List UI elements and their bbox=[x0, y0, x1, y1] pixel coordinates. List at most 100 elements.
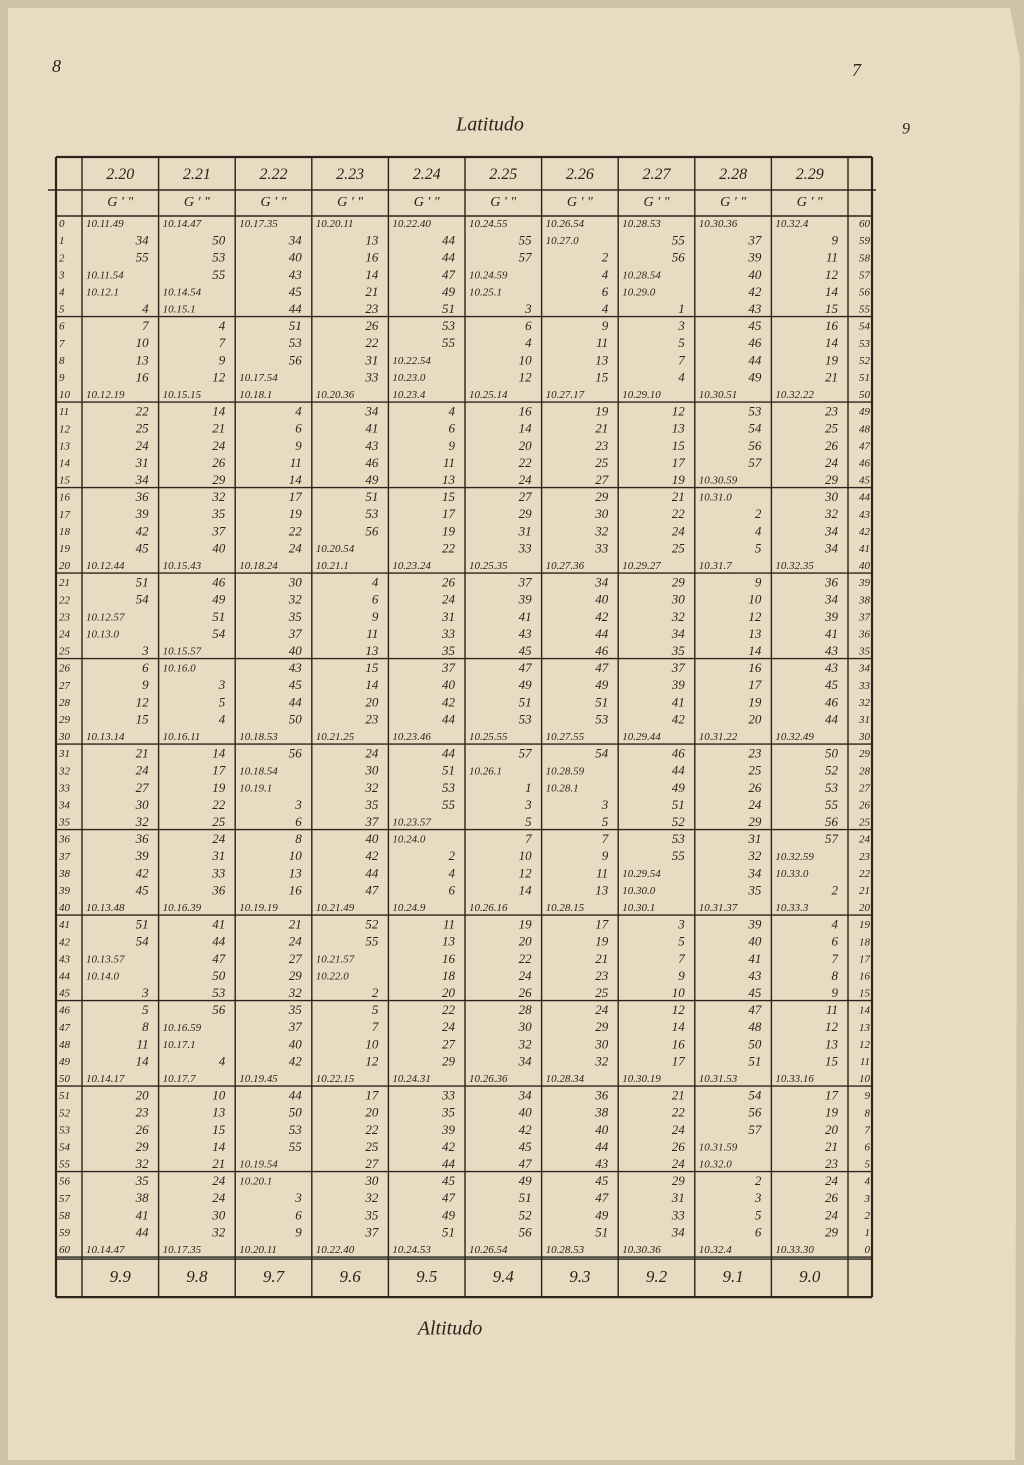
cell: 34 bbox=[824, 523, 839, 538]
cell: 8 bbox=[295, 831, 302, 846]
cell: 10.12.19 bbox=[86, 389, 125, 401]
cell: 17 bbox=[289, 489, 303, 504]
cell: 10.32.35 bbox=[775, 560, 814, 572]
cell: 10.28.59 bbox=[546, 765, 585, 777]
cell: 10.13.0 bbox=[86, 628, 120, 640]
cell: 10.20.54 bbox=[316, 543, 355, 555]
cell: 10.13.14 bbox=[86, 731, 125, 743]
cell: 42 bbox=[672, 711, 686, 726]
row-number: 38 bbox=[58, 868, 71, 880]
cell: 10.14.54 bbox=[163, 286, 202, 298]
cell: 47 bbox=[365, 882, 379, 897]
column-header: 2.21 bbox=[183, 166, 211, 183]
cell: 5 bbox=[755, 1207, 762, 1222]
cell: 32 bbox=[518, 1036, 533, 1051]
row-number: 12 bbox=[59, 423, 71, 435]
row-number: 59 bbox=[859, 235, 871, 247]
cell: 10.33.3 bbox=[775, 902, 809, 914]
cell: 36 bbox=[211, 882, 226, 897]
cell: 31 bbox=[518, 523, 532, 538]
cell: 34 bbox=[671, 626, 686, 641]
cell: 10.27.0 bbox=[546, 235, 580, 247]
row-number: 25 bbox=[59, 646, 71, 658]
cell: 4 bbox=[449, 865, 456, 880]
cell: 5 bbox=[525, 814, 532, 829]
row-number: 7 bbox=[59, 338, 65, 350]
row-number: 36 bbox=[58, 834, 71, 846]
cell: 19 bbox=[825, 1105, 839, 1120]
cell: 3 bbox=[141, 985, 149, 1000]
row-number: 26 bbox=[59, 663, 71, 675]
bottom-label: 9.3 bbox=[569, 1267, 590, 1286]
cell: 21 bbox=[595, 951, 608, 966]
cell: 30 bbox=[671, 592, 686, 607]
cell: 9 bbox=[678, 968, 685, 983]
cell: 50 bbox=[748, 1036, 762, 1051]
cell: 46 bbox=[748, 335, 762, 350]
cell: 29 bbox=[212, 472, 226, 487]
cell: 49 bbox=[442, 1207, 456, 1222]
cell: 10.30.36 bbox=[699, 218, 738, 230]
cell: 10.20.11 bbox=[239, 1244, 277, 1256]
cell: 2 bbox=[372, 985, 379, 1000]
bottom-label: 9.1 bbox=[722, 1267, 743, 1286]
cell: 24 bbox=[136, 438, 150, 453]
cell: 6 bbox=[602, 284, 609, 299]
row-number: 5 bbox=[59, 304, 65, 316]
cell: 10.22.0 bbox=[316, 970, 350, 982]
row-number: 32 bbox=[858, 697, 871, 709]
row-number: 43 bbox=[859, 509, 871, 521]
cell: 32 bbox=[288, 592, 303, 607]
cell: 20 bbox=[519, 438, 533, 453]
cell: 5 bbox=[142, 1002, 149, 1017]
cell: 11 bbox=[596, 865, 608, 880]
cell: 11 bbox=[137, 1036, 149, 1051]
cell: 11 bbox=[596, 335, 608, 350]
row-number: 59 bbox=[59, 1227, 71, 1239]
cell: 39 bbox=[135, 506, 150, 521]
cell: 10.15.1 bbox=[163, 304, 196, 316]
page-mark: 7 bbox=[852, 60, 862, 80]
cell: 14 bbox=[289, 472, 303, 487]
cell: 44 bbox=[825, 711, 839, 726]
cell: 42 bbox=[136, 865, 150, 880]
cell: 11 bbox=[290, 455, 302, 470]
row-number: 34 bbox=[858, 663, 871, 675]
cell: 51 bbox=[442, 763, 455, 778]
row-number: 28 bbox=[59, 697, 71, 709]
cell: 51 bbox=[365, 489, 378, 504]
row-number: 50 bbox=[59, 1073, 71, 1085]
cell: 12 bbox=[365, 1053, 379, 1068]
row-number: 27 bbox=[59, 680, 71, 692]
cell: 24 bbox=[825, 1173, 839, 1188]
column-subheader: G ' " bbox=[797, 195, 823, 210]
cell: 2 bbox=[832, 882, 839, 897]
cell: 10.12.1 bbox=[86, 286, 119, 298]
cell: 10.30.51 bbox=[699, 389, 738, 401]
row-number: 50 bbox=[859, 389, 871, 401]
cell: 4 bbox=[602, 267, 609, 282]
cell: 34 bbox=[671, 1224, 686, 1239]
row-number: 10 bbox=[59, 389, 71, 401]
cell: 24 bbox=[672, 523, 686, 538]
row-number: 24 bbox=[59, 628, 71, 640]
cell: 10.32.4 bbox=[775, 218, 809, 230]
cell: 14 bbox=[365, 267, 379, 282]
cell: 39 bbox=[441, 1122, 456, 1137]
cell: 14 bbox=[365, 677, 379, 692]
cell: 49 bbox=[595, 1207, 609, 1222]
row-number: 23 bbox=[859, 851, 871, 863]
cell: 23 bbox=[595, 968, 609, 983]
cell: 17 bbox=[672, 455, 686, 470]
cell: 6 bbox=[525, 318, 532, 333]
cell: 10.12.57 bbox=[86, 611, 125, 623]
cell: 9 bbox=[142, 677, 149, 692]
cell: 25 bbox=[136, 421, 150, 436]
cell: 34 bbox=[518, 1053, 533, 1068]
cell: 42 bbox=[289, 1053, 303, 1068]
cell: 17 bbox=[825, 1088, 839, 1103]
cell: 44 bbox=[748, 352, 762, 367]
cell: 10.25.55 bbox=[469, 731, 508, 743]
cell: 10.21.25 bbox=[316, 731, 355, 743]
row-number: 9 bbox=[59, 372, 65, 384]
